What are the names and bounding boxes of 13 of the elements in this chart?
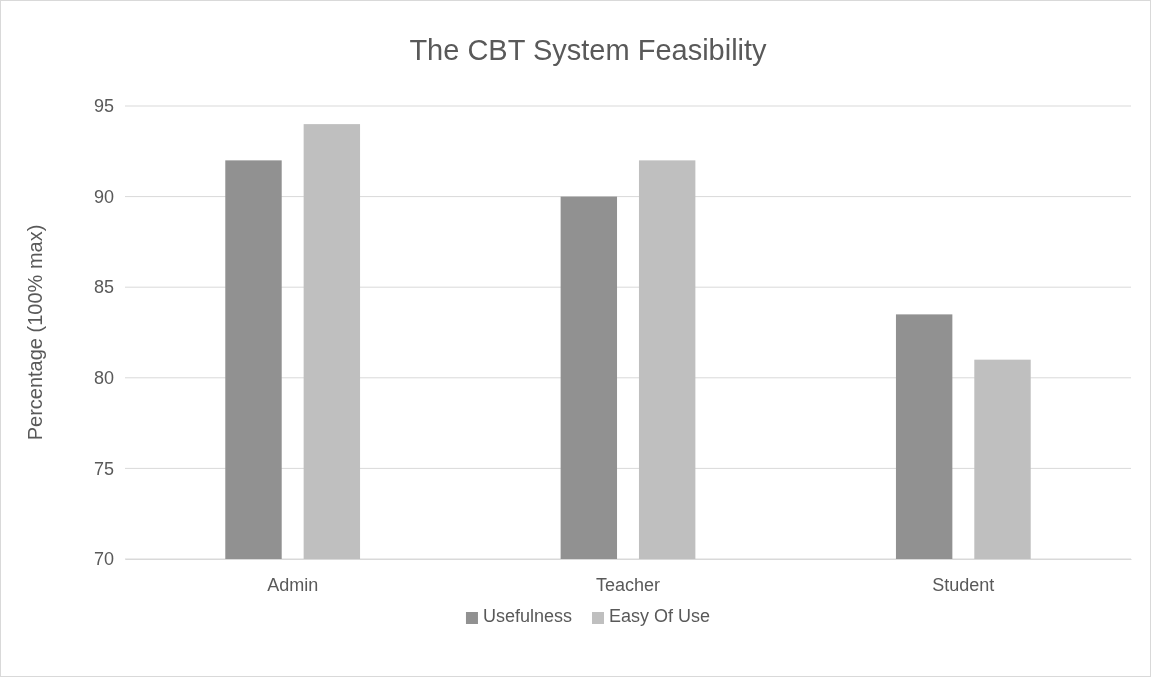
x-tick-label: Admin [267,574,319,595]
y-tick-label: 95 [93,96,114,117]
y-tick-label: 70 [93,549,114,570]
legend-label: Usefulness [482,606,573,626]
y-axis-title: Percentage (100% max) [24,224,46,441]
chart-title: The CBT System Feasibility [409,34,768,66]
y-tick-label: 90 [93,186,114,207]
y-tick-label: 85 [93,277,114,298]
y-tick-label: 75 [93,458,114,479]
x-tick-label: Teacher [595,574,661,595]
legend-label: Easy Of Use [609,606,711,626]
x-tick-label: Student [932,574,995,595]
y-tick-label: 80 [93,368,114,389]
